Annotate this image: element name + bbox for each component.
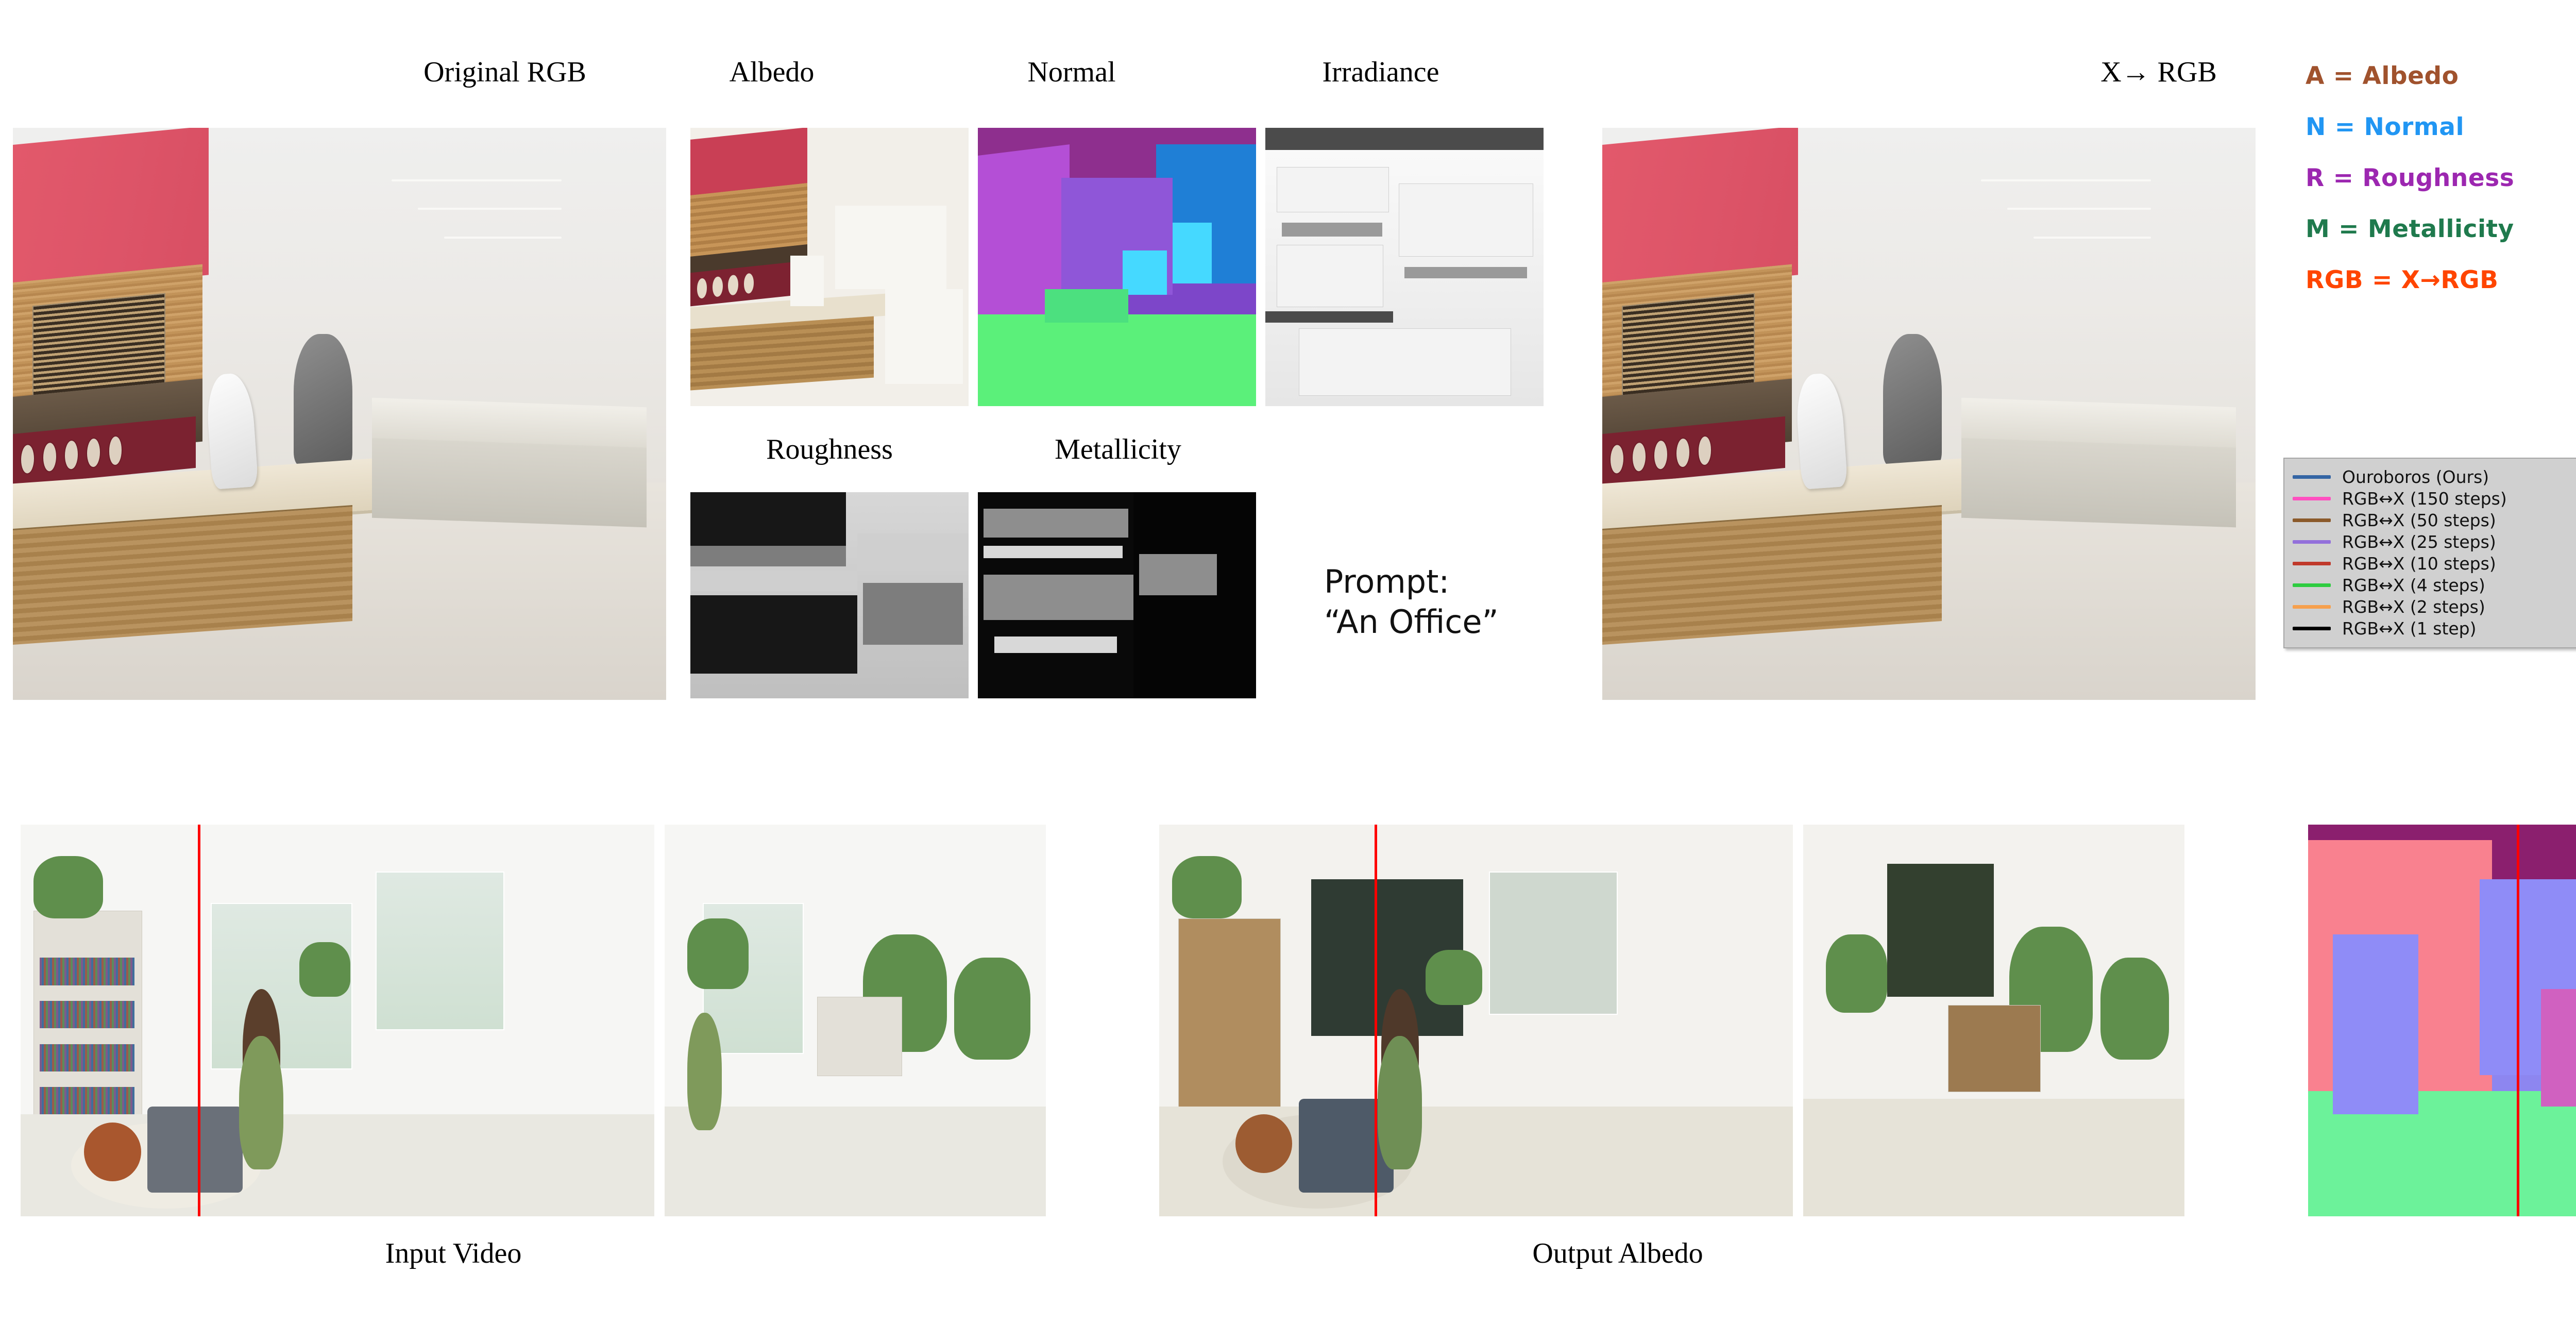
metric-eq: = (2333, 164, 2354, 192)
image-x-to-rgb (1602, 128, 2256, 700)
image-irradiance (1265, 128, 1544, 406)
legend-item[interactable]: RGB↔X (50 steps) (2293, 509, 2576, 531)
ceiling-light (418, 208, 562, 210)
metric-key: A = Albedo N = Normal R = Roughness M = … (2306, 62, 2514, 317)
far-desk-body (372, 438, 647, 528)
office-render (13, 128, 666, 700)
legend-color-swatch (2293, 475, 2331, 479)
radar-chart: A-SSIMA-LPIPSA-PSNRRGB-LPIPSRGB-SSIMRGB-… (2555, 21, 2576, 752)
image-metallicity (978, 492, 1256, 698)
header-metallicity: Metallicity (1055, 433, 1181, 465)
metric-eq: = (2371, 266, 2393, 294)
legend-label: RGB↔X (1 step) (2342, 618, 2477, 639)
image-original-rgb (13, 128, 666, 700)
legend-label: RGB↔X (150 steps) (2342, 488, 2507, 509)
window-blinds (32, 293, 165, 399)
metric-name: X→RGB (2401, 266, 2499, 294)
legend-item[interactable]: RGB↔X (2 steps) (2293, 596, 2576, 617)
scrub-line (198, 825, 201, 1216)
legend-color-swatch (2293, 518, 2331, 522)
image-input-video-a (21, 825, 654, 1216)
header-albedo: Albedo (729, 56, 815, 88)
header-normal: Normal (1027, 56, 1116, 88)
legend-label: RGB↔X (4 steps) (2342, 575, 2485, 595)
ceiling-light (444, 236, 562, 239)
header-roughness: Roughness (766, 433, 893, 465)
legend-item[interactable]: RGB↔X (4 steps) (2293, 574, 2576, 596)
prompt-label: Prompt: (1324, 563, 1450, 600)
radar-chart-svg: A-SSIMA-LPIPSA-PSNRRGB-LPIPSRGB-SSIMRGB-… (2555, 21, 2576, 752)
metric-name: Normal (2364, 113, 2465, 141)
legend-item[interactable]: RGB↔X (150 steps) (2293, 488, 2576, 509)
chart-legend: Ouroboros (Ours) RGB↔X (150 steps) RGB↔X (… (2283, 458, 2576, 648)
legend-item[interactable]: RGB↔X (1 step) (2293, 617, 2576, 639)
legend-color-swatch (2293, 605, 2331, 609)
legend-label: Ouroboros (Ours) (2342, 466, 2489, 487)
monitor (294, 333, 353, 465)
caption-input-video: Input Video (385, 1237, 522, 1269)
image-roughness (690, 492, 969, 698)
scrub-line (2516, 825, 2519, 1216)
white-chair (205, 372, 259, 490)
legend-color-swatch (2293, 583, 2331, 587)
prompt-value: “An Office” (1324, 602, 1499, 641)
metric-symbol: M (2306, 215, 2330, 243)
legend-label: RGB↔X (10 steps) (2342, 553, 2496, 574)
image-output-albedo-a (1159, 825, 1793, 1216)
metric-key-row-albedo: A = Albedo (2306, 62, 2514, 90)
legend-color-swatch (2293, 540, 2331, 544)
metric-name: Metallicity (2367, 215, 2514, 243)
metric-key-row-rgb: RGB = X→RGB (2306, 266, 2514, 294)
header-x-to-rgb: X→ RGB (2100, 56, 2217, 88)
legend-label: RGB↔X (50 steps) (2342, 510, 2496, 530)
legend-color-swatch (2293, 496, 2331, 500)
prompt-block: Prompt: “An Office” (1324, 562, 1499, 642)
metric-key-row-roughness: R = Roughness (2306, 164, 2514, 192)
legend-item[interactable]: Ouroboros (Ours) (2293, 466, 2576, 488)
metric-symbol: RGB (2306, 266, 2364, 294)
ceiling-light (392, 179, 562, 181)
metric-name: Albedo (2362, 62, 2459, 90)
legend-item[interactable]: RGB↔X (10 steps) (2293, 552, 2576, 574)
image-output-normal-a (2308, 825, 2576, 1216)
metric-eq: = (2334, 113, 2355, 141)
metric-symbol: N (2306, 113, 2326, 141)
metric-symbol: R (2306, 164, 2325, 192)
metric-key-row-normal: N = Normal (2306, 113, 2514, 141)
metric-symbol: A (2306, 62, 2325, 90)
legend-label: RGB↔X (2 steps) (2342, 596, 2485, 617)
metric-name: Roughness (2362, 164, 2515, 192)
metric-eq: = (2333, 62, 2354, 90)
header-irradiance: Irradiance (1322, 56, 1439, 88)
cabinets (13, 505, 353, 645)
legend-color-swatch (2293, 561, 2331, 565)
legend-color-swatch (2293, 626, 2331, 630)
header-original-rgb: Original RGB (423, 56, 586, 88)
image-normal (978, 128, 1256, 406)
image-output-albedo-b (1803, 825, 2184, 1216)
image-albedo (690, 128, 969, 406)
metric-eq: = (2338, 215, 2360, 243)
image-input-video-b (665, 825, 1046, 1216)
legend-item[interactable]: RGB↔X (25 steps) (2293, 531, 2576, 552)
caption-output-albedo: Output Albedo (1532, 1237, 1703, 1269)
metric-key-row-metallicity: M = Metallicity (2306, 215, 2514, 243)
scrub-line (1375, 825, 1378, 1216)
legend-label: RGB↔X (25 steps) (2342, 531, 2496, 552)
